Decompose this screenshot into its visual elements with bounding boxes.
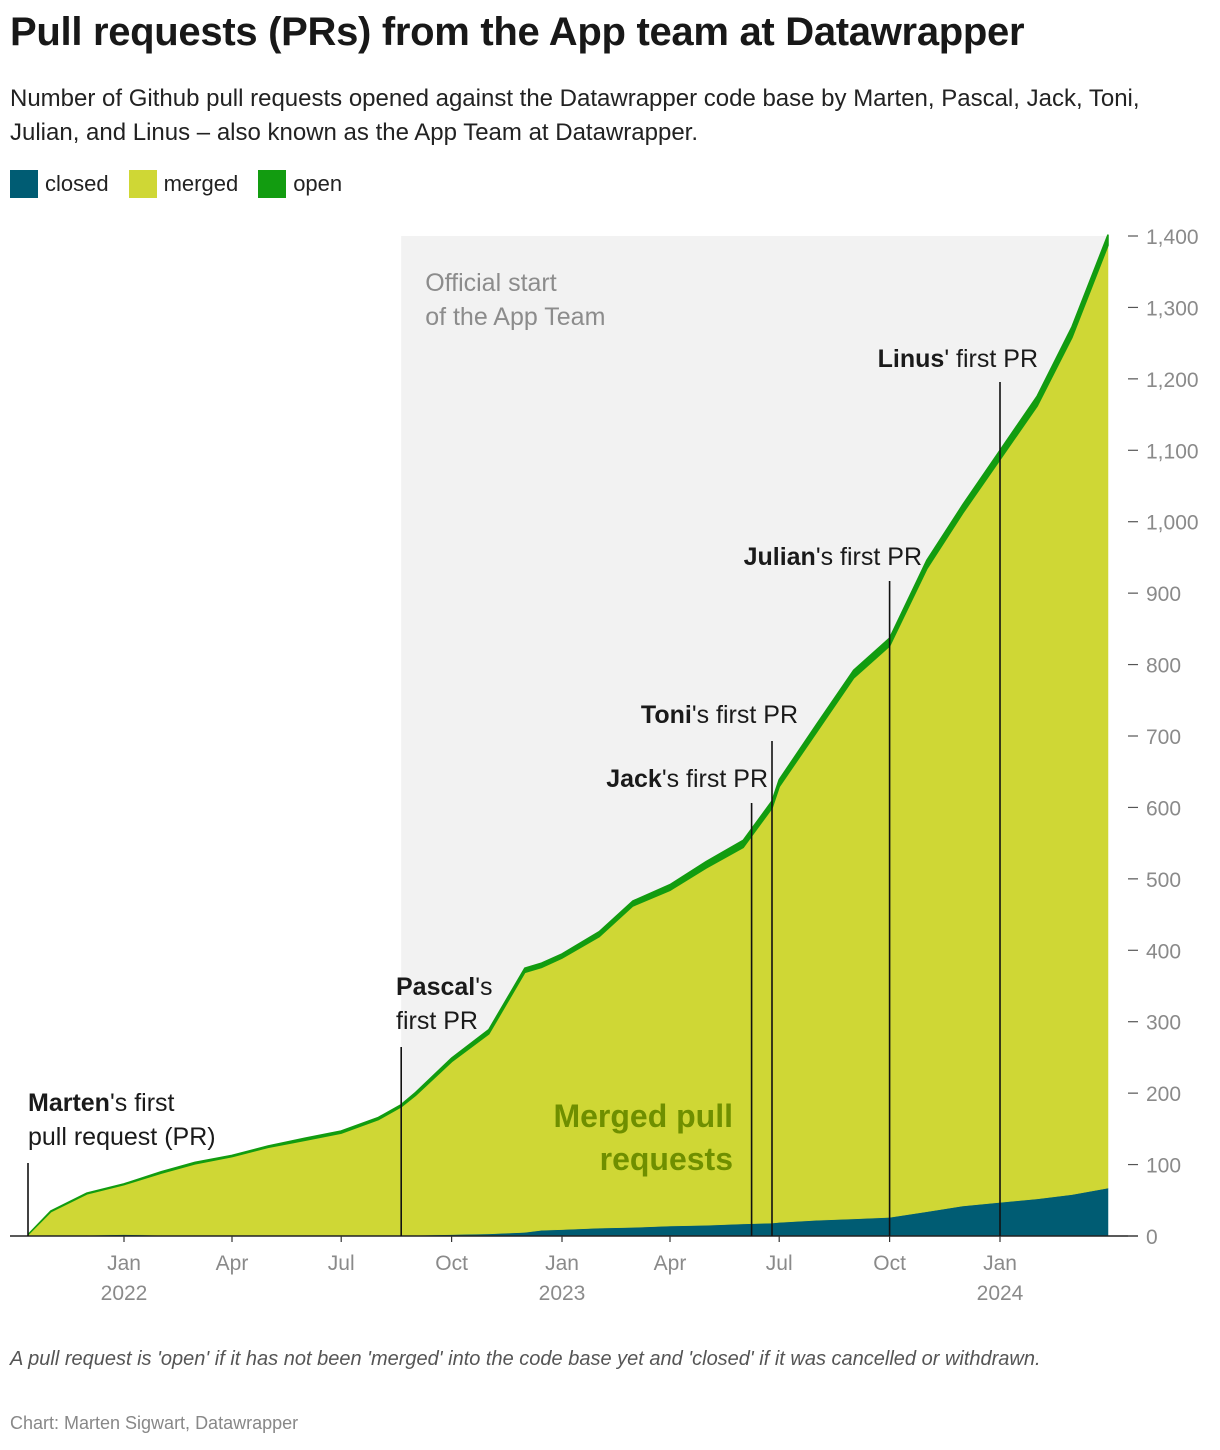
x-tick-year-label: 2023 — [539, 1282, 586, 1305]
annotation-text: ' first PR — [944, 345, 1038, 373]
highlight-label-line: Official start — [425, 269, 557, 297]
x-tick-label: Jul — [766, 1252, 793, 1275]
annotation-label-marten: Marten's first — [28, 1089, 175, 1117]
annotation-label-toni: Toni's first PR — [641, 701, 798, 729]
chart-notes: A pull request is 'open' if it has not b… — [10, 1348, 1041, 1370]
x-tick-label: Apr — [654, 1252, 687, 1275]
legend-item-open: open — [258, 170, 342, 198]
area-chart: Official start of the App Team 0 100 200 300 4… — [10, 226, 1199, 1305]
annotation-name: Marten — [28, 1089, 110, 1117]
x-tick-year-label: 2024 — [977, 1282, 1024, 1305]
x-tick-label: Oct — [435, 1252, 468, 1275]
y-tick-label: 600 — [1146, 797, 1181, 820]
annotation-label-julian: Julian's first PR — [744, 543, 922, 571]
annotation-text: 's first — [110, 1089, 175, 1117]
x-tick-label: Jan — [545, 1252, 579, 1275]
legend-item-closed: closed — [10, 170, 109, 198]
annotation-text: 's first PR — [692, 701, 798, 729]
chart-subtitle: Number of Github pull requests opened ag… — [10, 85, 1140, 146]
y-tick-label: 300 — [1146, 1012, 1181, 1035]
annotation-label-line: first PR — [396, 1007, 478, 1035]
y-tick-label: 200 — [1146, 1083, 1181, 1106]
y-tick-label: 400 — [1146, 940, 1181, 963]
annotation-name: Linus — [878, 345, 945, 373]
y-tick-label: 0 — [1146, 1226, 1158, 1249]
annotation-label-linus: Linus' first PR — [878, 345, 1038, 373]
annotation-label-jack: Jack's first PR — [606, 765, 768, 793]
y-tick-label: 1,100 — [1146, 440, 1199, 463]
y-tick-label: 900 — [1146, 583, 1181, 606]
annotation-text: 's first PR — [816, 543, 922, 571]
y-tick-label: 100 — [1146, 1155, 1181, 1178]
legend-item-merged: merged — [128, 170, 239, 198]
annotation-name: Jack — [606, 765, 662, 793]
y-tick-label: 1,400 — [1146, 226, 1199, 249]
x-tick-label: Oct — [873, 1252, 906, 1275]
y-tick-label: 500 — [1146, 869, 1181, 892]
x-tick-year-label: 2022 — [101, 1282, 148, 1305]
legend: closed merged open — [10, 170, 362, 198]
legend-swatch-merged — [128, 170, 157, 198]
legend-label-closed: closed — [45, 171, 109, 196]
x-tick-label: Jan — [983, 1252, 1017, 1275]
annotation-text: 's first PR — [662, 765, 768, 793]
annotation-text: 's — [475, 973, 492, 1001]
annotation-name: Toni — [641, 701, 692, 729]
y-tick-label: 800 — [1146, 655, 1181, 678]
highlight-label-line: of the App Team — [425, 303, 605, 331]
x-tick-label: Apr — [216, 1252, 249, 1275]
annotation-label-line: pull request (PR) — [28, 1123, 216, 1151]
legend-swatch-open — [258, 170, 287, 198]
y-tick-label: 1,200 — [1146, 369, 1199, 392]
annotation-label-pascal: Pascal's — [396, 973, 493, 1001]
y-tick-label: 1,000 — [1146, 512, 1199, 535]
annotation-name: Pascal — [396, 973, 475, 1001]
legend-label-merged: merged — [163, 171, 239, 196]
y-tick-label: 700 — [1146, 726, 1181, 749]
y-tick-label: 1,300 — [1146, 297, 1199, 320]
legend-swatch-closed — [10, 170, 38, 198]
x-tick-label: Jan — [107, 1252, 141, 1275]
area-open — [27, 234, 1109, 1236]
chart-credit: Chart: Marten Sigwart, Datawrapper — [10, 1413, 299, 1433]
legend-label-open: open — [293, 171, 343, 196]
chart-title: Pull requests (PRs) from the App team at… — [10, 10, 1025, 54]
merged-series-label-line: Merged pull — [553, 1098, 733, 1134]
x-tick-label: Jul — [328, 1252, 355, 1275]
annotation-name: Julian — [744, 543, 816, 571]
merged-series-label-line: requests — [600, 1141, 733, 1177]
